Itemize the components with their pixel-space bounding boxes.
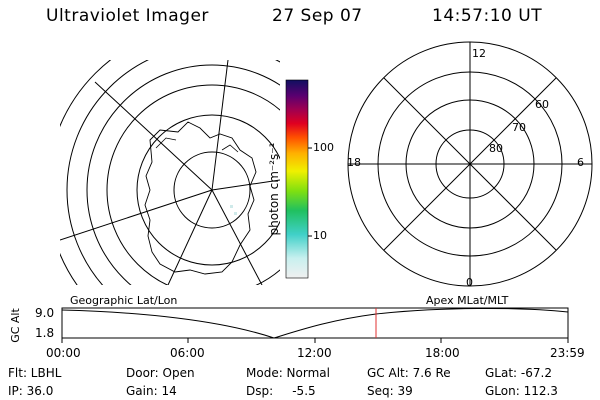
mlt-label-12: 12 — [472, 47, 486, 60]
info-mode: Mode: Normal — [246, 366, 330, 380]
timeline-x-tick-1200: 12:00 — [297, 346, 332, 360]
mlat-label-80: 80 — [489, 142, 503, 155]
mlat-label-60: 60 — [535, 98, 549, 111]
mlat-label-70: 70 — [512, 121, 526, 134]
info-gain: Gain: 14 — [126, 384, 177, 398]
mlt-label-0: 0 — [466, 276, 473, 289]
info-glat: GLat: -67.2 — [485, 366, 552, 380]
timeline-right-title: Apex MLat/MLT — [426, 294, 509, 307]
timeline-x-tick-1800: 18:00 — [425, 346, 460, 360]
info-flt: Flt: LBHL — [8, 366, 62, 380]
info-door: Door: Open — [126, 366, 195, 380]
timeline-x-tick-0600: 06:00 — [170, 346, 205, 360]
info-dsp: Dsp: -5.5 — [246, 384, 316, 398]
time-label: 14:57:10 UT — [432, 6, 543, 26]
timeline-x-tick-2359: 23:59 — [550, 346, 585, 360]
timeline-left-title: Geographic Lat/Lon — [70, 294, 178, 307]
timeline-y-tick-9: 9.0 — [35, 306, 55, 320]
mlt-label-18: 18 — [347, 156, 361, 169]
timeline-x-tick-0000: 00:00 — [46, 346, 81, 360]
colorbar-tick-100: 100 — [313, 141, 334, 154]
info-seq: Seq: 39 — [367, 384, 413, 398]
info-glon: GLon: 112.3 — [485, 384, 558, 398]
info-gc-alt: GC Alt: 7.6 Re — [367, 366, 451, 380]
info-ip: IP: 36.0 — [8, 384, 54, 398]
instrument-title: Ultraviolet Imager — [46, 6, 209, 26]
colorbar-tick-10: 10 — [313, 229, 327, 242]
timeline-y-tick-1-8: 1.8 — [35, 326, 55, 340]
mlt-label-6: 6 — [577, 156, 584, 169]
date-label: 27 Sep 07 — [272, 6, 363, 26]
